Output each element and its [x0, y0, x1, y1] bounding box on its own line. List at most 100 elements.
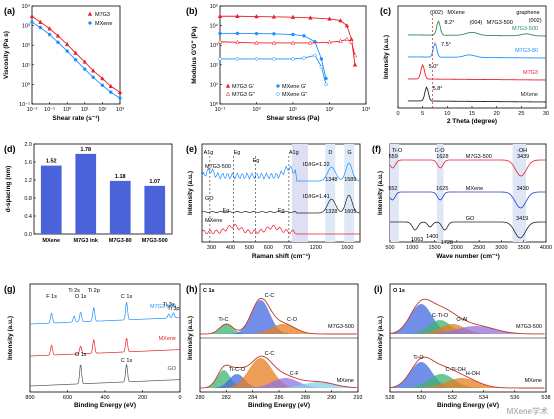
panel-a-legend-marker	[88, 21, 92, 25]
panel-i-xtick-label: 528	[385, 395, 394, 401]
panel-e-series-2-line	[201, 223, 360, 235]
panel-i-xtick-label: 532	[448, 395, 457, 401]
panel-i-component-label: O-Al	[456, 317, 467, 323]
panel-h-component-label: C-C	[265, 351, 275, 357]
panel-b-series-2-point	[254, 40, 259, 45]
panel-f-peak-label: 1400	[426, 234, 438, 240]
panel-f-xtick-label: 3000	[495, 245, 507, 251]
panel-g-series-label: MXene	[159, 336, 176, 342]
panel-c-xtick-label: 0	[396, 111, 399, 117]
panel-a-series-0-point	[117, 89, 123, 94]
panel-f-xtick-label: 2500	[473, 245, 485, 251]
panel-b-series-1-point	[218, 31, 222, 36]
panel-h-xtick-label: 288	[301, 395, 310, 401]
panel-a-ytick-label: 10¹	[22, 63, 30, 69]
panel-f-label: (f)	[372, 144, 381, 154]
panel-g-annotation: C 1s	[121, 294, 133, 300]
panel-a-series-1-point	[47, 32, 52, 37]
panel-b-ytick-label: 10²	[210, 63, 218, 69]
panel-g-xtick-label: 400	[100, 395, 109, 401]
panel-d-ytick-label: 1.2	[24, 178, 32, 184]
panel-f-ylabel: Intensity (a.u.)	[377, 171, 384, 215]
panel-a-series-1-point	[38, 25, 43, 30]
panel-h-component-label: C-F	[290, 371, 300, 377]
panel-c-annotation: graphene	[516, 10, 539, 16]
panel-i-component-area	[390, 326, 546, 334]
panel-a-series-0-point	[90, 68, 96, 73]
panel-a-legend-label: M7G3	[95, 12, 110, 18]
panel-b-legend-label: M7G3 G''	[232, 92, 255, 98]
panel-a-ylabel: Viscosity (Pa s)	[3, 31, 10, 79]
panel-e-label: (e)	[186, 144, 197, 154]
panel-h-component-area	[200, 324, 358, 334]
panel-g-xlabel: Binding Energy (eV)	[74, 402, 136, 409]
panel-h-component-area	[200, 378, 358, 388]
panel-g-annotation: C 1s	[121, 358, 133, 364]
panel-d-ytick-label: 0.0	[24, 232, 32, 238]
panel-d-category-label: MXene	[42, 238, 60, 244]
panel-g-xtick-label: 200	[138, 395, 147, 401]
panel-c-peak-label: 5.8°	[433, 86, 443, 92]
panel-e-ratio-label: ID/IG=1.41	[303, 194, 330, 200]
panel-c-annotation: (002)	[430, 10, 443, 16]
panel-d-ytick-label: 1.6	[24, 160, 32, 166]
panel-b-series-3-point	[272, 57, 276, 61]
panel-b-series-2-point	[217, 39, 223, 44]
panel-g-annotation: Ti 2p	[88, 288, 100, 294]
panel-d-bar	[144, 185, 166, 234]
panel-b-series-3-point	[218, 57, 222, 61]
panel-a-xtick-label: 10²	[98, 107, 106, 113]
panel-f-series-label: GO	[466, 216, 475, 222]
panel-f-peak-label: 552	[388, 186, 397, 192]
panel-g-annotation: Ti 3p	[167, 306, 179, 312]
panel-e-ylabel: Intensity (a.u.)	[187, 171, 194, 215]
panel-i-component-label: C-Ti-O	[432, 313, 449, 319]
panel-i-title: O 1s	[393, 288, 405, 294]
panel-f-xtick-label: 500	[385, 245, 394, 251]
panel-d-label: (d)	[4, 144, 16, 154]
panel-b-series-0-point	[290, 14, 296, 19]
panel-a-series-0-point	[100, 75, 105, 81]
panel-b-series-1-point	[272, 32, 276, 36]
panel-e-annotation: D	[328, 150, 332, 156]
panel-g-xtick-label: 0	[178, 395, 181, 401]
panel-c-xtick-label: 25	[518, 111, 524, 117]
panel-i-xtick-label: 538	[541, 395, 550, 401]
panel-a-series-0-point	[64, 41, 70, 47]
panel-a-series-1-point	[73, 58, 78, 62]
panel-b-series-1-point	[235, 31, 240, 36]
panel-g-series-label: M7G3-500	[150, 304, 176, 310]
panel-f-band	[390, 144, 399, 242]
panel-b-series-2-point	[352, 52, 358, 58]
panel-b-series-1-line	[220, 32, 327, 79]
panel-h-subplot-label: M7G3-500	[328, 324, 354, 330]
panel-e-xtick-label: 1200	[310, 245, 322, 251]
panel-f-peak-label: 1063	[411, 237, 423, 243]
panel-b-series-3-point	[319, 64, 324, 69]
panel-c-series-label: M7G3-500	[512, 26, 538, 32]
panel-a-frame	[31, 5, 121, 105]
panel-b-legend-label: MXene G''	[282, 92, 307, 98]
panel-b-series-2-point	[349, 39, 354, 44]
panel-i-xlabel: Binding Energy (eV)	[437, 402, 499, 409]
panel-h-xtick-label: 282	[222, 395, 231, 401]
panel-d-category-label: M7G3-80	[109, 238, 132, 244]
panel-g-series-0-line	[29, 302, 181, 325]
panel-h-component-area	[200, 370, 358, 388]
panel-a-series-0-point	[47, 26, 52, 31]
panel-f-series-1-line	[389, 191, 547, 209]
panel-b-series-3-point	[235, 57, 240, 61]
panel-b-ytick-label: 10¹	[210, 82, 218, 88]
panel-b-ytick-label: 10⁴	[210, 23, 219, 30]
watermark-text: MXene学术	[507, 406, 548, 416]
panel-c-xtick-label: 30	[543, 111, 549, 117]
panel-f-series-2-line	[390, 221, 547, 239]
panel-d-category-label: M7G3 ink	[74, 238, 99, 244]
panel-b-legend-label: MXene G'	[282, 84, 306, 90]
panel-b-label: (b)	[186, 6, 198, 16]
panel-f-series-label: M7G3-500	[466, 154, 492, 160]
panel-b-series-0-point	[338, 18, 343, 23]
panel-c-series-label: M7G3	[523, 70, 538, 76]
panel-b-series-0-point	[217, 13, 223, 18]
